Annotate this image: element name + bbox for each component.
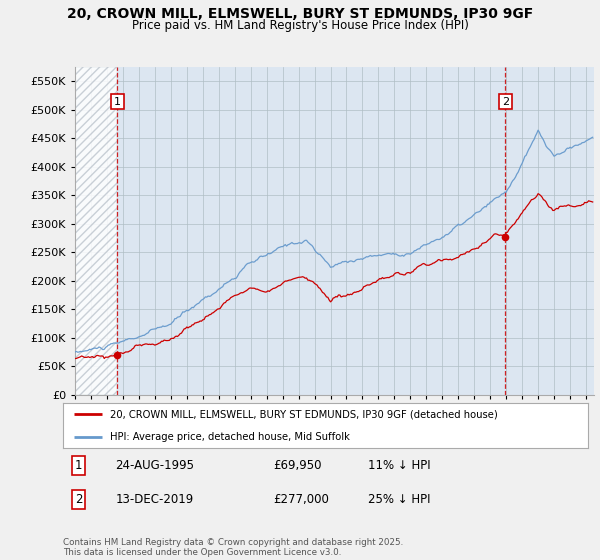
Text: HPI: Average price, detached house, Mid Suffolk: HPI: Average price, detached house, Mid … xyxy=(110,432,350,442)
Text: 1: 1 xyxy=(114,96,121,106)
Text: Price paid vs. HM Land Registry's House Price Index (HPI): Price paid vs. HM Land Registry's House … xyxy=(131,19,469,32)
Text: 20, CROWN MILL, ELMSWELL, BURY ST EDMUNDS, IP30 9GF (detached house): 20, CROWN MILL, ELMSWELL, BURY ST EDMUND… xyxy=(110,409,498,419)
Text: 20, CROWN MILL, ELMSWELL, BURY ST EDMUNDS, IP30 9GF: 20, CROWN MILL, ELMSWELL, BURY ST EDMUND… xyxy=(67,7,533,21)
Text: 25% ↓ HPI: 25% ↓ HPI xyxy=(367,493,430,506)
Text: 11% ↓ HPI: 11% ↓ HPI xyxy=(367,459,430,472)
Text: £277,000: £277,000 xyxy=(273,493,329,506)
Text: £69,950: £69,950 xyxy=(273,459,322,472)
Text: 13-DEC-2019: 13-DEC-2019 xyxy=(115,493,194,506)
Text: Contains HM Land Registry data © Crown copyright and database right 2025.
This d: Contains HM Land Registry data © Crown c… xyxy=(63,538,403,557)
Text: 2: 2 xyxy=(502,96,509,106)
Text: 1: 1 xyxy=(75,459,83,472)
Bar xyxy=(75,67,118,395)
Text: 24-AUG-1995: 24-AUG-1995 xyxy=(115,459,194,472)
Text: 2: 2 xyxy=(75,493,83,506)
